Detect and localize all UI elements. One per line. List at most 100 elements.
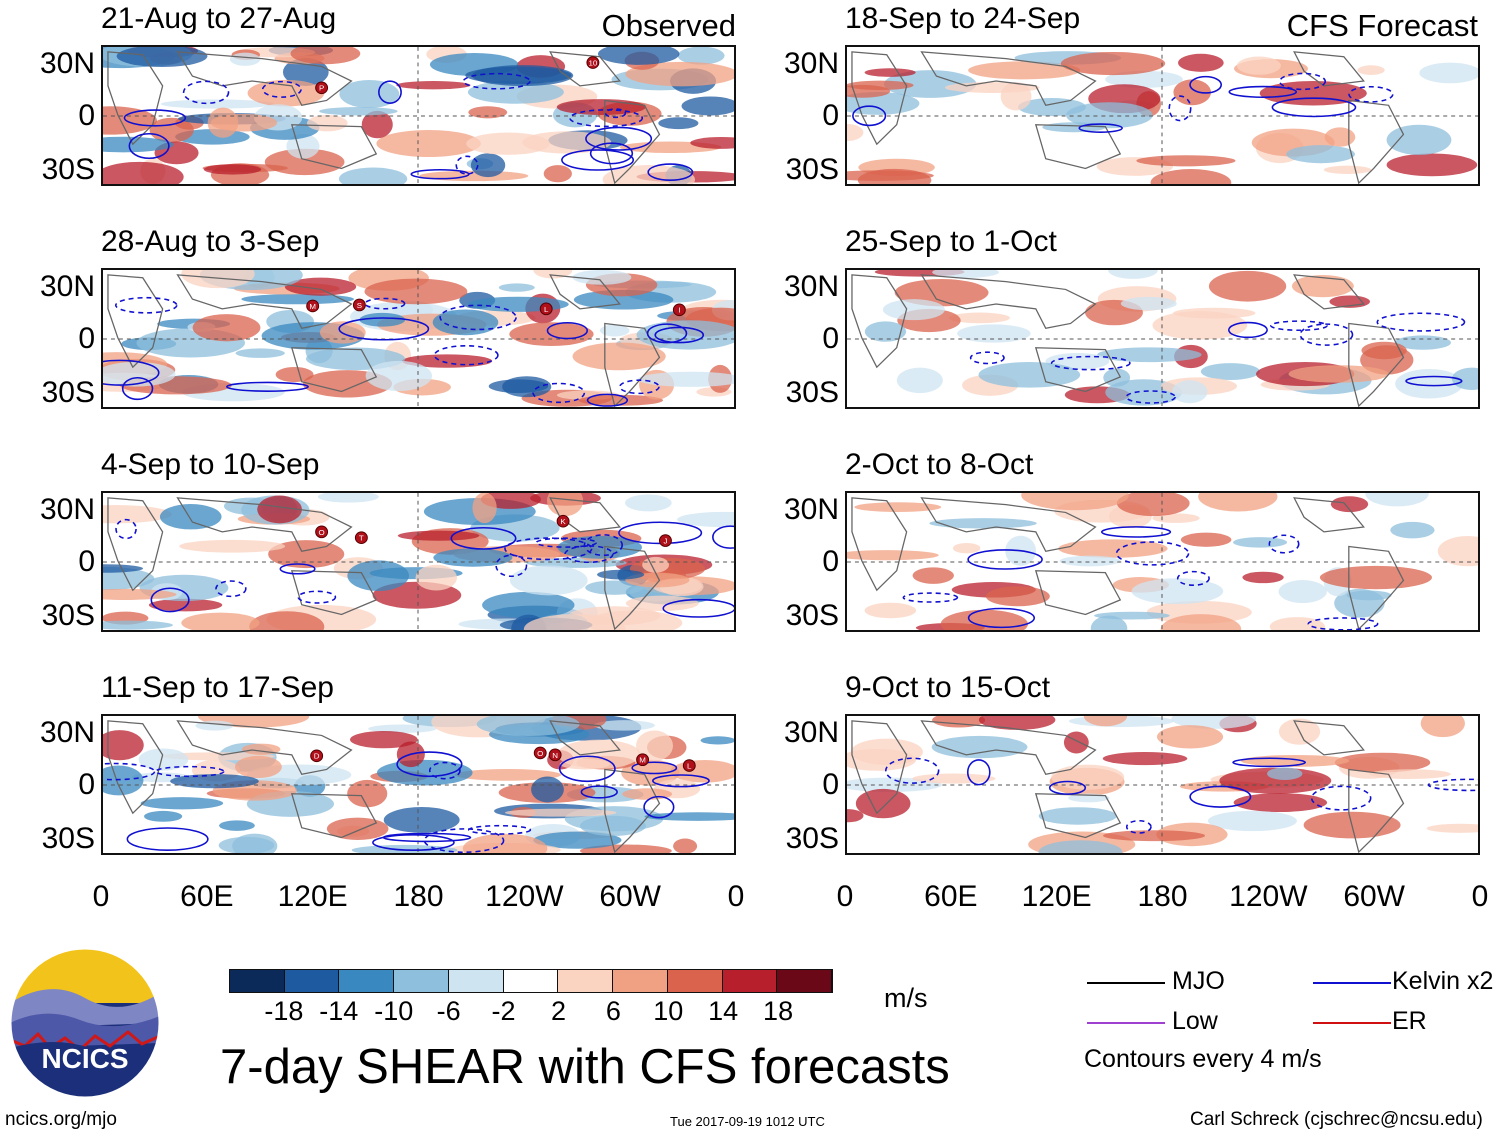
storm-marker: J <box>658 534 672 547</box>
kelvin-contour <box>532 382 586 404</box>
legend-mjo-line <box>1087 982 1165 984</box>
footer-url[interactable]: ncics.org/mjo <box>5 1109 117 1130</box>
shear-anomaly-patch <box>912 567 954 584</box>
shear-anomaly-patch <box>290 47 361 65</box>
shear-anomaly-patch <box>247 79 325 107</box>
shear-anomaly-patch <box>1269 617 1325 630</box>
colorbar <box>229 969 833 993</box>
lat-label: 0 <box>822 768 839 801</box>
kelvin-contour <box>1189 75 1223 94</box>
shear-anomaly-patch <box>929 518 1037 529</box>
shear-anomaly-patch <box>160 99 275 109</box>
shear-anomaly-patch <box>181 270 255 289</box>
shear-anomaly-patch <box>1198 493 1278 512</box>
shear-anomaly-patch <box>912 773 996 784</box>
shear-anomaly-patch <box>952 542 981 554</box>
storm-label: P <box>319 84 324 93</box>
kelvin-contour <box>1271 97 1357 118</box>
shear-anomaly-patch <box>670 760 734 783</box>
kelvin-contour <box>1307 617 1379 630</box>
main-title: 7-day SHEAR with CFS forecasts <box>220 1040 950 1094</box>
logo-text: NCICS <box>41 1043 128 1074</box>
panel-title: 2-Oct to 8-Oct <box>845 448 1034 481</box>
legend-kelvin-label: Kelvin x2 <box>1392 967 1494 995</box>
shear-anomaly-patch <box>847 123 864 142</box>
shear-anomaly-patch <box>1346 590 1392 601</box>
shear-anomaly-patch <box>847 80 914 90</box>
kelvin-contour <box>455 155 479 175</box>
storm-label: M <box>309 302 316 311</box>
shear-anomaly-patch <box>229 52 261 66</box>
shear-anomaly-patch <box>1160 614 1242 630</box>
shear-anomaly-patch <box>317 493 379 503</box>
shear-anomaly-patch <box>249 611 325 630</box>
shear-anomaly-patch <box>467 80 564 104</box>
shear-anomaly-patch <box>1120 296 1177 311</box>
shear-anomaly-patch <box>1156 725 1224 749</box>
kelvin-contour <box>1078 123 1123 133</box>
lon-label: 120E <box>1021 880 1092 913</box>
shear-anomaly-patch <box>284 277 357 296</box>
storm-marker: 10 <box>586 56 600 69</box>
storm-marker: T <box>354 531 368 545</box>
lon-label: 0 <box>727 880 745 913</box>
storm-marker: D <box>310 749 324 763</box>
kelvin-contour <box>604 108 627 119</box>
shear-anomaly-patch <box>376 129 481 157</box>
storm-label: J <box>663 537 667 546</box>
kelvin-contour <box>558 755 616 783</box>
colorbar-units: m/s <box>884 983 928 1013</box>
kelvin-contour <box>1050 355 1131 371</box>
lat-label: 30S <box>41 599 95 632</box>
kelvin-contour <box>439 304 517 331</box>
kelvin-contour <box>297 590 337 604</box>
shear-anomaly-patch <box>624 494 672 512</box>
colorbar-label: -2 <box>491 996 516 1026</box>
lat-label: 30S <box>785 822 839 855</box>
shear-anomaly-patch <box>882 299 945 321</box>
coastline <box>851 274 1405 407</box>
ncics-logo[interactable]: NCICS <box>10 948 160 1098</box>
shear-anomaly-patch <box>234 755 282 779</box>
shear-anomaly-patch <box>415 564 458 591</box>
kelvin-contour <box>585 126 653 151</box>
storm-marker: N <box>548 748 562 762</box>
storm-label: D <box>314 752 320 761</box>
shear-anomaly-patch <box>658 117 699 130</box>
shear-anomaly-patch <box>556 99 646 116</box>
ncics-logo-icon: NCICS <box>10 948 160 1098</box>
colorbar-swatch <box>284 970 340 992</box>
storm-marker: K <box>556 514 570 528</box>
kelvin-contour <box>561 149 635 171</box>
shear-anomaly-patch <box>968 61 1081 80</box>
shear-anomaly-patch <box>504 808 617 817</box>
shear-anomaly-patch <box>365 360 433 391</box>
lon-label: 120E <box>277 880 348 913</box>
shear-anomaly-patch <box>1097 347 1202 363</box>
colorbar-swatch <box>339 970 395 992</box>
shear-anomaly-patch <box>509 322 594 346</box>
shear-anomaly-patch <box>1051 764 1125 790</box>
kelvin-contour <box>1427 778 1478 792</box>
colorbar-swatch <box>394 970 449 992</box>
lon-label: 60W <box>1343 880 1405 913</box>
shear-anomaly-patch <box>1357 65 1385 75</box>
lat-label: 30N <box>39 47 95 80</box>
coastline <box>851 51 1405 184</box>
shear-anomaly-patch <box>1105 70 1183 88</box>
kelvin-contour <box>128 132 170 160</box>
shear-anomaly-patch <box>978 716 1056 730</box>
shear-anomaly-patch <box>482 591 575 619</box>
panel-title: 25-Sep to 1-Oct <box>845 225 1057 258</box>
shear-anomaly-patch <box>347 779 388 808</box>
shear-anomaly-patch <box>1094 611 1170 620</box>
shear-anomaly-patch <box>572 342 666 371</box>
shear-anomaly-patch <box>396 81 471 90</box>
lat-label: 0 <box>78 768 95 801</box>
storm-marker: I <box>672 303 686 317</box>
kelvin-contour <box>123 109 187 127</box>
shear-anomaly-patch <box>847 748 917 771</box>
shear-anomaly-patch <box>468 106 508 119</box>
colorbar-swatch <box>722 970 778 992</box>
shear-anomaly-patch <box>1131 578 1224 605</box>
